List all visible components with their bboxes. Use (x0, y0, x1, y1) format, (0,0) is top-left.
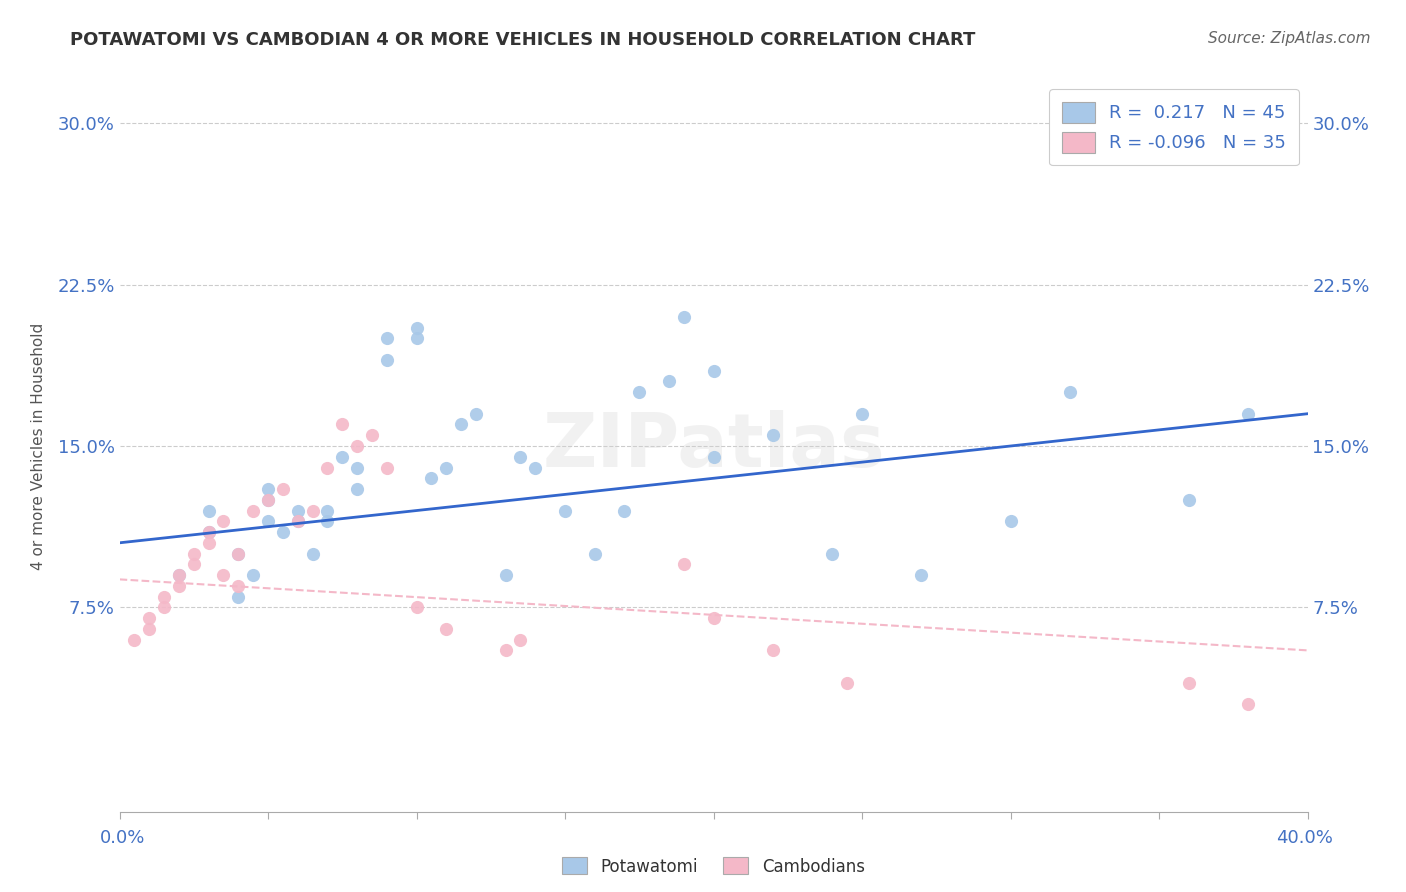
Point (1059, 385, 1081, 400)
Text: Source: ZipAtlas.com: Source: ZipAtlas.com (1208, 31, 1371, 46)
Point (851, 407, 873, 421)
Point (821, 547, 844, 561)
Legend: Potawatomi, Cambodians: Potawatomi, Cambodians (554, 849, 873, 884)
Point (167, 579, 190, 593)
Point (405, 600, 427, 615)
Point (197, 536, 219, 550)
Point (509, 632, 531, 647)
Point (138, 611, 160, 625)
Point (1237, 697, 1260, 711)
Point (271, 482, 294, 496)
Text: POTAWATOMI VS CAMBODIAN 4 OR MORE VEHICLES IN HOUSEHOLD CORRELATION CHART: POTAWATOMI VS CAMBODIAN 4 OR MORE VEHICL… (70, 31, 976, 49)
Point (703, 364, 725, 378)
Point (420, 471, 443, 485)
Point (450, 417, 472, 432)
Point (762, 643, 785, 657)
Point (1178, 492, 1201, 507)
Point (271, 524, 294, 539)
Point (330, 450, 353, 464)
Point (703, 450, 725, 464)
Point (153, 590, 176, 604)
Point (138, 622, 160, 636)
Point (316, 514, 339, 528)
Point (257, 482, 280, 496)
Point (628, 385, 651, 400)
Point (613, 503, 636, 517)
Point (405, 320, 427, 334)
Point (228, 579, 250, 593)
Point (1178, 675, 1201, 690)
Point (212, 568, 235, 582)
Point (346, 482, 368, 496)
Text: 40.0%: 40.0% (1277, 829, 1333, 847)
Point (167, 568, 190, 582)
Point (434, 622, 457, 636)
Point (316, 460, 339, 475)
Point (197, 524, 219, 539)
Point (167, 568, 190, 582)
Point (658, 375, 681, 389)
Point (375, 331, 398, 345)
Point (287, 514, 309, 528)
Point (330, 417, 353, 432)
Point (301, 547, 323, 561)
Point (672, 558, 695, 572)
Point (837, 675, 859, 690)
Point (197, 503, 219, 517)
Point (287, 514, 309, 528)
Point (183, 558, 205, 572)
Point (361, 428, 384, 442)
Point (242, 503, 264, 517)
Point (316, 503, 339, 517)
Point (287, 503, 309, 517)
Point (257, 492, 280, 507)
Point (228, 590, 250, 604)
Point (509, 450, 531, 464)
Point (910, 568, 932, 582)
Point (762, 428, 785, 442)
Point (703, 611, 725, 625)
Point (153, 600, 176, 615)
Point (346, 439, 368, 453)
Point (346, 460, 368, 475)
Point (124, 632, 146, 647)
Point (257, 514, 280, 528)
Text: ZIPatlas: ZIPatlas (543, 409, 884, 483)
Point (228, 547, 250, 561)
Point (464, 407, 488, 421)
Point (242, 568, 264, 582)
Point (583, 547, 606, 561)
Point (212, 514, 235, 528)
Point (228, 547, 250, 561)
Point (554, 503, 576, 517)
Point (434, 460, 457, 475)
Text: 0.0%: 0.0% (100, 829, 145, 847)
Point (495, 643, 517, 657)
Point (1237, 407, 1260, 421)
Point (405, 331, 427, 345)
Point (183, 547, 205, 561)
Point (495, 568, 517, 582)
Point (375, 353, 398, 368)
Point (257, 492, 280, 507)
Point (301, 503, 323, 517)
Point (197, 524, 219, 539)
Y-axis label: 4 or more Vehicles in Household: 4 or more Vehicles in Household (31, 322, 46, 570)
Point (375, 460, 398, 475)
Point (524, 460, 547, 475)
Point (1000, 514, 1022, 528)
Point (672, 310, 695, 324)
